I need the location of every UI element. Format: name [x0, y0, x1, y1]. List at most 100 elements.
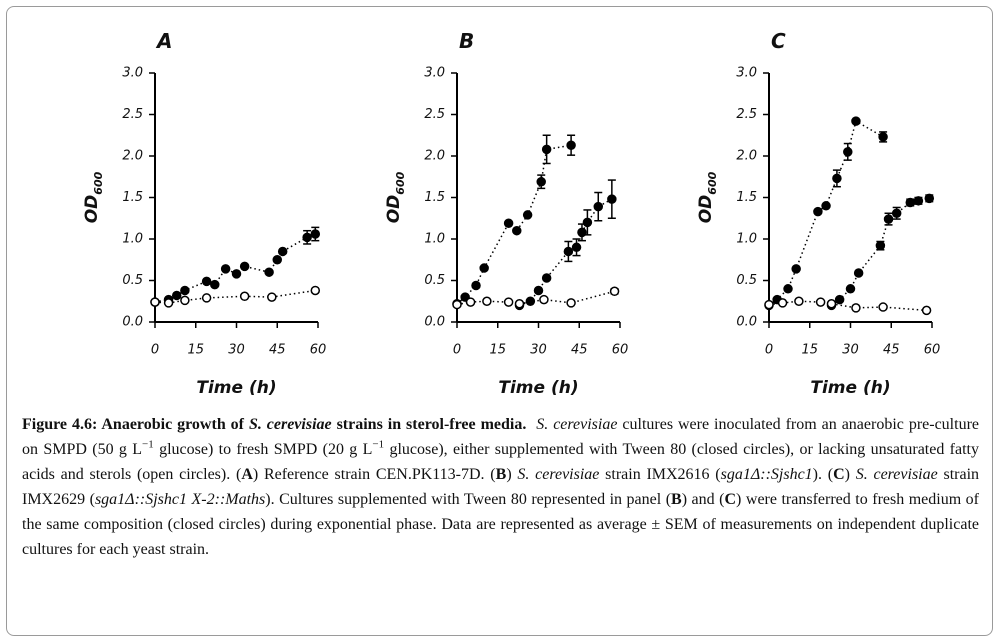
y-tick-label: 3.0 — [424, 66, 445, 81]
caption-species: S. cerevisiae — [517, 466, 600, 483]
y-tick-label: 1.0 — [424, 232, 445, 247]
data-point — [539, 294, 549, 305]
y-tick-label: 0.0 — [736, 315, 757, 330]
caption-species: S. cerevisiae — [248, 416, 332, 433]
series-line — [456, 144, 572, 305]
caption-text: strain IMX2629 ( — [22, 466, 980, 508]
data-point — [563, 246, 574, 257]
data-point — [239, 291, 250, 302]
data-point — [845, 284, 856, 294]
data-point — [264, 267, 274, 277]
caption-text: ) — [506, 466, 518, 483]
y-axis-label: OD600 — [384, 171, 407, 223]
data-point — [794, 296, 804, 306]
caption-species: S. cerevisiae — [536, 416, 618, 433]
y-tick-label: 0.0 — [122, 315, 143, 330]
figure-frame — [6, 6, 993, 636]
y-tick-label: 2.0 — [736, 149, 757, 164]
data-point — [826, 298, 837, 309]
data-point — [843, 147, 853, 157]
data-point — [201, 293, 212, 303]
y-tick-label: 2.0 — [424, 149, 445, 164]
data-point — [851, 116, 861, 126]
data-point — [171, 290, 182, 301]
data-point — [512, 225, 522, 236]
data-point — [452, 299, 462, 310]
y-axis-label: OD600 — [696, 171, 719, 223]
data-point — [783, 284, 793, 294]
x-tick-label: 15 — [489, 343, 506, 358]
series-line — [768, 119, 884, 307]
y-tick-label: 1.0 — [122, 232, 143, 247]
x-axis-label: Time (h) — [498, 378, 578, 398]
data-point — [536, 176, 546, 187]
data-point — [593, 201, 604, 212]
y-tick-label: 2.5 — [736, 107, 757, 122]
caption-bold: C — [724, 491, 737, 508]
data-point — [239, 261, 250, 272]
caption-text: cultures were inoculated from an anaerob… — [22, 416, 980, 458]
panel-title: A — [155, 29, 172, 53]
x-tick-label: 15 — [801, 343, 818, 358]
data-point — [522, 210, 533, 220]
data-point — [764, 299, 774, 310]
caption-text: strain IMX2616 ( — [599, 466, 721, 483]
y-tick-label: 1.0 — [736, 232, 757, 247]
y-axis-label-main: OD — [696, 195, 716, 224]
data-point — [609, 286, 620, 297]
data-point — [267, 292, 277, 302]
y-tick-label: 1.5 — [424, 190, 445, 205]
caption-genotype: sga1Δ::Sjshc1 X-2::Maths — [94, 491, 266, 508]
caption-text: glucose) to fresh SMPD (20 g L — [153, 441, 373, 458]
x-tick-label: 60 — [924, 343, 941, 358]
data-point — [503, 297, 514, 307]
x-tick-label: 60 — [310, 343, 327, 358]
caption-text: glucose), either supplemented with Tween… — [22, 441, 980, 483]
data-point — [210, 279, 220, 290]
caption-sup: −1 — [142, 438, 154, 451]
y-axis-label-sub: 600 — [92, 171, 105, 194]
x-tick-label: 15 — [187, 343, 204, 358]
data-point — [891, 208, 902, 219]
x-axis-label: Time (h) — [810, 378, 890, 398]
data-point — [813, 206, 823, 217]
x-tick-label: 30 — [842, 343, 859, 358]
caption-text: ) Reference strain CEN.PK113-7D. ( — [252, 466, 496, 483]
data-point — [150, 297, 160, 307]
data-point — [878, 132, 888, 142]
caption-text: ). ( — [812, 466, 834, 483]
data-point — [220, 264, 231, 274]
y-axis-label: OD600 — [82, 171, 105, 223]
data-point — [878, 302, 888, 312]
data-point — [834, 294, 845, 305]
data-point — [503, 218, 514, 228]
x-tick-label: 45 — [269, 343, 286, 358]
data-point — [571, 242, 582, 253]
caption-bold: C — [833, 466, 845, 483]
x-tick-label: 60 — [612, 343, 629, 358]
data-point — [924, 193, 935, 204]
data-point — [479, 263, 489, 273]
y-axis-label-sub: 600 — [394, 171, 407, 194]
series-line — [519, 198, 613, 307]
data-point — [883, 214, 894, 224]
data-point — [471, 280, 481, 291]
panel-title: B — [459, 29, 474, 53]
data-point — [853, 268, 864, 278]
data-point — [607, 194, 617, 204]
series-line — [154, 233, 316, 303]
caption-genotype: sga1Δ::Sjshc1 — [720, 466, 813, 483]
data-point — [302, 232, 312, 243]
data-point — [272, 255, 282, 265]
x-tick-label: 0 — [151, 343, 159, 358]
y-tick-label: 3.0 — [122, 66, 143, 81]
caption-bold: strains in sterol-free media. — [331, 416, 527, 433]
data-point — [277, 246, 288, 257]
x-tick-label: 30 — [530, 343, 547, 358]
data-point — [821, 201, 831, 211]
data-point — [832, 173, 842, 184]
data-point — [921, 305, 932, 316]
data-point — [566, 298, 576, 308]
data-point — [310, 229, 321, 239]
